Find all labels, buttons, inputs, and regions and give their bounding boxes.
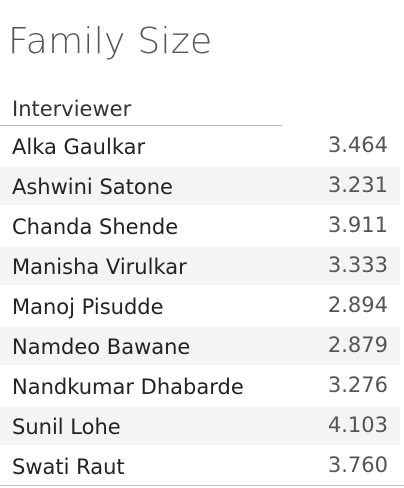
family-size-value: 3.276 <box>327 373 388 397</box>
column-header-interviewer[interactable]: Interviewer <box>12 97 132 121</box>
interviewer-name: Swati Raut <box>12 455 125 479</box>
interviewer-name: Manoj Pisudde <box>12 295 164 319</box>
family-size-value: 2.894 <box>327 293 388 317</box>
table-row[interactable]: Sunil Lohe 4.103 <box>0 407 400 445</box>
header-divider <box>0 125 282 126</box>
family-size-value: 3.231 <box>327 173 388 197</box>
table-row[interactable]: Ashwini Satone 3.231 <box>0 167 400 205</box>
interviewer-name: Sunil Lohe <box>12 415 121 439</box>
table-row[interactable]: Manisha Virulkar 3.333 <box>0 247 400 285</box>
family-size-value: 4.103 <box>327 413 388 437</box>
table-row[interactable]: Swati Raut 3.760 <box>0 447 400 485</box>
family-size-value: 3.760 <box>327 453 388 477</box>
table-body: Alka Gaulkar 3.464 Ashwini Satone 3.231 Chan… <box>0 127 404 487</box>
family-size-value: 3.911 <box>327 213 388 237</box>
interviewer-name: Chanda Shende <box>12 215 179 239</box>
table-row[interactable]: Alka Gaulkar 3.464 <box>0 127 400 165</box>
interviewer-name: Namdeo Bawane <box>12 335 191 359</box>
interviewer-name: Nandkumar Dhabarde <box>12 375 244 399</box>
family-size-value: 3.333 <box>327 253 388 277</box>
interviewer-name: Alka Gaulkar <box>12 135 146 159</box>
table-row[interactable]: Manoj Pisudde 2.894 <box>0 287 400 325</box>
interviewer-name: Manisha Virulkar <box>12 255 187 279</box>
family-size-value: 2.879 <box>327 333 388 357</box>
table-row[interactable]: Nandkumar Dhabarde 3.276 <box>0 367 400 405</box>
page-title: Family Size <box>8 21 213 62</box>
table-row[interactable]: Chanda Shende 3.911 <box>0 207 400 245</box>
interviewer-name: Ashwini Satone <box>12 175 173 199</box>
family-size-value: 3.464 <box>327 133 388 157</box>
table-bottom-divider <box>0 485 404 486</box>
table-row[interactable]: Namdeo Bawane 2.879 <box>0 327 400 365</box>
